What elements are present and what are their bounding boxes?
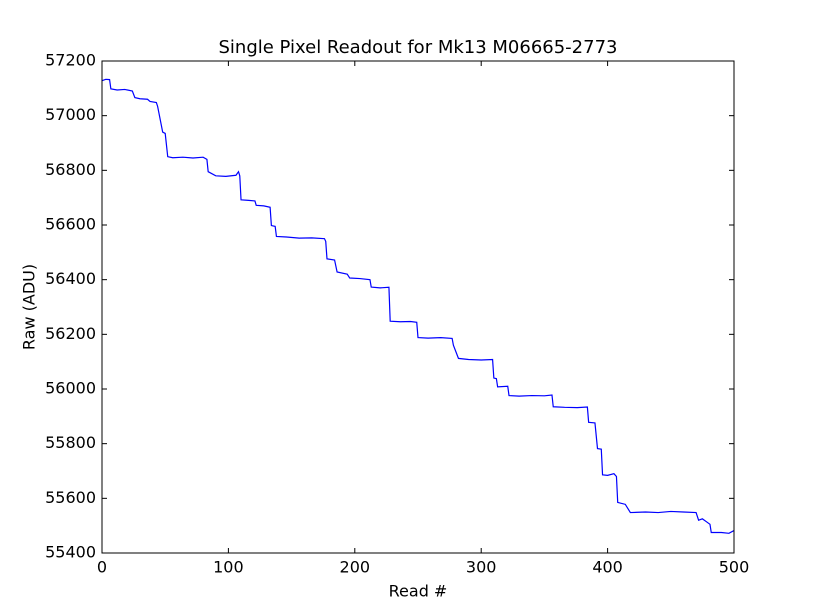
y-tick-label: 56800	[45, 160, 96, 179]
y-tick-label: 55400	[45, 543, 96, 562]
y-axis-label: Raw (ADU)	[20, 264, 39, 350]
x-tick-label: 300	[466, 558, 497, 577]
y-tick-label: 57000	[45, 105, 96, 124]
x-tick-label: 500	[719, 558, 750, 577]
x-tick-label: 100	[213, 558, 244, 577]
data-line	[101, 78, 735, 534]
y-tick-label: 55800	[45, 433, 96, 452]
x-tick-label: 400	[592, 558, 623, 577]
x-tick-label: 200	[340, 558, 371, 577]
chart-title: Single Pixel Readout for Mk13 M06665-277…	[219, 37, 618, 58]
y-tick-label: 56400	[45, 269, 96, 288]
plot-frame	[101, 60, 735, 554]
y-tick-label: 56600	[45, 215, 96, 234]
x-tick-label: 0	[97, 558, 107, 577]
y-tick-label: 57200	[45, 51, 96, 70]
y-tick-label: 56000	[45, 379, 96, 398]
y-tick-label: 55600	[45, 488, 96, 507]
y-tick-label: 56200	[45, 324, 96, 343]
x-axis-label: Read #	[389, 582, 448, 601]
